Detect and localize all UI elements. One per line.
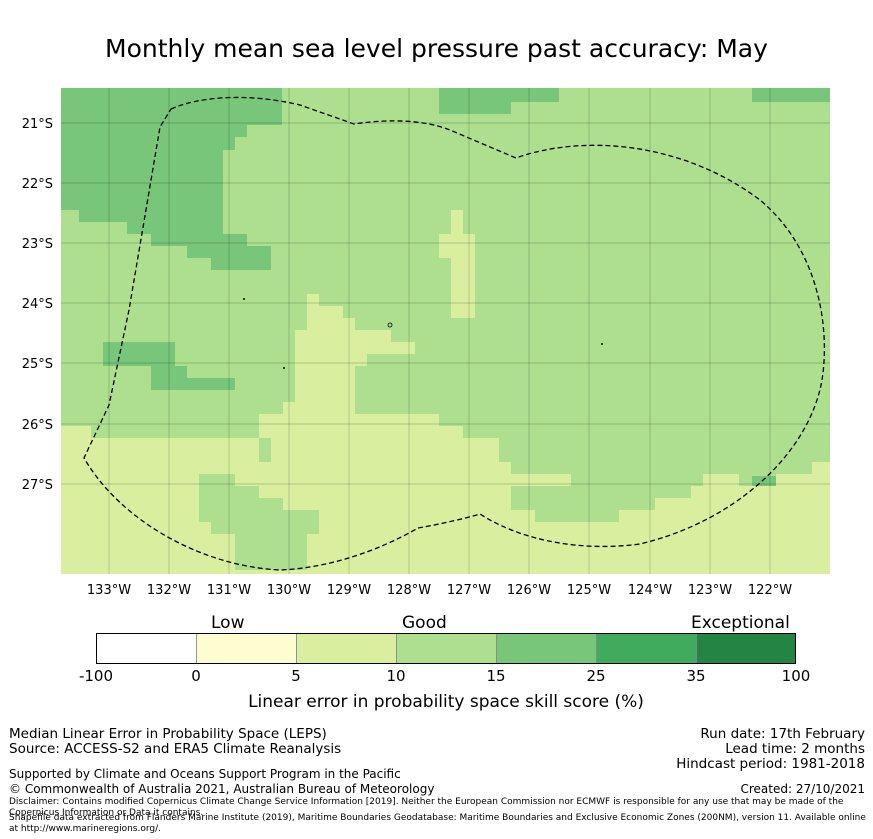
eez-boundary [83, 96, 826, 571]
colorbar-tick-label: 15 [486, 667, 506, 685]
footer-source: Source: ACCESS-S2 and ERA5 Climate Reana… [9, 741, 342, 757]
longitude-label: 128°W [387, 583, 431, 598]
footer-leps: Median Linear Error in Probability Space… [9, 726, 327, 742]
colorbar-category-good: Good [402, 613, 447, 633]
footer-lead-time: Lead time: 2 months [725, 741, 865, 757]
map-field [61, 88, 830, 574]
latitude-label: 21°S [22, 117, 53, 132]
latitude-label: 27°S [22, 478, 53, 493]
colorbar-segment [496, 633, 597, 664]
longitude-label: 125°W [567, 583, 611, 598]
colorbar-tick-label: 10 [386, 667, 406, 685]
skill-15-25-region [61, 88, 830, 498]
graticule [61, 88, 830, 574]
latitude-label: 23°S [22, 237, 53, 252]
longitude-label: 124°W [628, 583, 672, 598]
colorbar-tick-label: 35 [686, 667, 706, 685]
skill-score-map: 21°S22°S23°S24°S25°S26°S27°S 133°W 132°W 1… [22, 88, 830, 598]
colorbar-tick-label: 0 [191, 667, 201, 685]
colorbar-segment [396, 633, 497, 664]
skill-10-15-patch [199, 474, 319, 570]
longitude-label: 132°W [147, 583, 191, 598]
colorbar-tick-label: -100 [78, 667, 114, 685]
colorbar-segment [296, 633, 397, 664]
colorbar-tick-label: 5 [291, 667, 301, 685]
latitude-label: 22°S [22, 177, 53, 192]
islands [242, 297, 604, 369]
colorbar-category-exceptional: Exceptional [691, 613, 790, 633]
longitude-labels: 133°W 132°W 131°W 130°W 129°W 128°W 127°W 126°W… [87, 583, 792, 598]
footer-supported: Supported by Climate and Oceans Support … [9, 767, 401, 781]
colorbar-segment [96, 633, 197, 664]
footer-created: Created: 27/10/2021 [740, 782, 865, 796]
colorbar-tick-label: 100 [781, 667, 811, 685]
latitude-label: 24°S [22, 297, 53, 312]
longitude-label: 130°W [267, 583, 311, 598]
colorbar-segment [596, 633, 697, 664]
colorbar-label: Linear error in probability space skill … [248, 692, 644, 712]
longitude-label: 129°W [327, 583, 371, 598]
longitude-label: 122°W [748, 583, 792, 598]
latitude-label: 25°S [22, 357, 53, 372]
colorbar-segment [196, 633, 297, 664]
colorbar-segment [696, 633, 796, 664]
colorbar-tick-label: 25 [586, 667, 606, 685]
map-title: Monthly mean sea level pressure past acc… [105, 34, 768, 63]
footer-run-date: Run date: 17th February [700, 726, 865, 742]
footer-copyright: © Commonwealth of Australia 2021, Austra… [9, 782, 435, 796]
longitude-label: 133°W [87, 583, 131, 598]
longitude-label: 123°W [688, 583, 732, 598]
latitude-label: 26°S [22, 418, 53, 433]
footer-shapefile: Shapefile data extracted from Flanders M… [9, 813, 866, 834]
colorbar-category-low: Low [211, 613, 245, 633]
longitude-label: 126°W [507, 583, 551, 598]
longitude-label: 131°W [207, 583, 251, 598]
latitude-labels: 21°S 22°S 23°S 24°S 25°S 26°S 27°S [22, 117, 53, 493]
footer-disclaimer: Disclaimer: Contains modified Copernicus… [9, 797, 844, 818]
footer-hindcast-period: Hindcast period: 1981-2018 [676, 756, 865, 772]
colorbar [96, 633, 796, 664]
longitude-label: 127°W [447, 583, 491, 598]
